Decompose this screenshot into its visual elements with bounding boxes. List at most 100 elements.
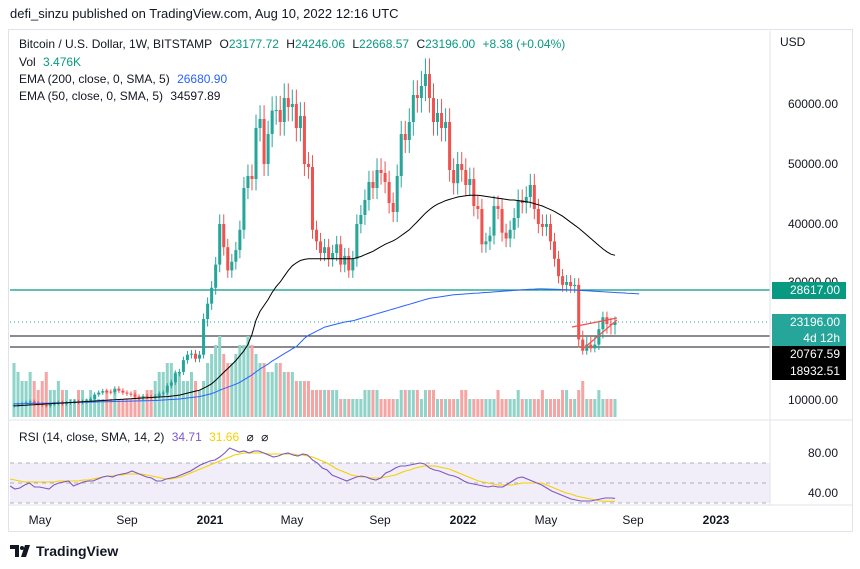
ema200-value: 26680.90 <box>177 72 228 86</box>
candle-body <box>460 164 464 170</box>
volume-bar <box>189 372 193 417</box>
candle-body <box>161 392 165 394</box>
tradingview-logo[interactable]: TradingView <box>10 543 118 559</box>
volume-bar <box>423 390 427 417</box>
ema-lines <box>13 194 640 407</box>
volume-bar <box>351 399 355 417</box>
volume-bar <box>246 336 250 417</box>
volume-bar <box>436 399 440 417</box>
candle-body <box>32 401 36 403</box>
candle-body <box>548 224 552 242</box>
volume-bar <box>496 390 500 417</box>
volume-bar <box>359 399 363 417</box>
candle-body <box>113 388 117 393</box>
rsi-na-2: ⌀ <box>261 430 269 444</box>
time-axis-label: 2021 <box>197 513 224 527</box>
level-20767-box: 20767.59 <box>772 346 846 363</box>
ohlc-change: +8.38 (+0.04%) <box>482 37 566 51</box>
candle-body <box>613 322 617 326</box>
ohlc-open-value: 23177.72 <box>228 37 279 51</box>
volume-label: Vol <box>19 55 36 69</box>
volume-bar <box>472 399 476 417</box>
time-axis-label: May <box>535 513 558 527</box>
candle-body <box>577 284 581 340</box>
volume-bar <box>294 381 298 417</box>
ema50-value: 34597.89 <box>170 89 221 103</box>
candle-body <box>101 391 105 393</box>
volume-bar <box>210 354 214 417</box>
rsi-legend[interactable]: RSI (14, close, SMA, 14, 2) 34.71 31.66 … <box>19 430 272 444</box>
volume-legend[interactable]: Vol 3.476K <box>19 55 85 69</box>
candle-body <box>528 185 532 197</box>
candle-body <box>254 128 258 179</box>
candle-body <box>500 209 504 233</box>
ema50-label: EMA (50, close, 0, SMA, 5) <box>19 89 164 103</box>
volume-bar <box>169 363 173 417</box>
volume-bar <box>202 381 206 417</box>
wedge-pattern <box>571 317 618 349</box>
candle-body <box>456 164 460 184</box>
candle-body <box>391 203 395 212</box>
volume-bar <box>290 372 294 417</box>
candle-body <box>125 392 129 394</box>
candle-body <box>488 235 492 242</box>
volume-bar <box>274 363 278 417</box>
candle-body <box>262 119 266 164</box>
candle-body <box>24 402 28 404</box>
volume-bar <box>601 399 605 417</box>
level-28617-box: 28617.00 <box>772 282 846 299</box>
candle-body <box>573 284 577 287</box>
candle-body <box>407 122 411 140</box>
candle-body <box>431 98 436 122</box>
candle-body <box>544 224 548 227</box>
candle-body <box>331 253 335 259</box>
candle-body <box>266 134 270 164</box>
volume-bar <box>262 363 266 417</box>
volume-bar <box>444 399 448 417</box>
candle-body <box>355 224 359 259</box>
candle-body <box>403 134 407 140</box>
volume-bar <box>20 381 24 417</box>
volume-bar <box>129 399 133 417</box>
candle-body <box>286 98 290 107</box>
volume-bar <box>206 363 210 417</box>
candle-body <box>48 404 52 406</box>
candle-body <box>173 373 177 383</box>
volume-bar <box>589 399 593 417</box>
candle-body <box>137 396 141 399</box>
candle-body <box>476 206 480 209</box>
volume-bar <box>544 399 548 417</box>
candle-body <box>129 393 133 395</box>
symbol-legend[interactable]: Bitcoin / U.S. Dollar, 1W, BITSTAMP O231… <box>19 37 569 51</box>
volume-bar <box>460 390 464 417</box>
volume-bar <box>40 381 44 417</box>
candle-body <box>363 200 367 215</box>
ema200-legend[interactable]: EMA (200, close, 0, SMA, 5) 26680.90 <box>19 72 231 86</box>
price-axis-label: 10000.00 <box>788 393 838 407</box>
symbol-title[interactable]: Bitcoin / U.S. Dollar, 1W, BITSTAMP <box>19 37 213 51</box>
ohlc-open-label: O <box>219 37 229 51</box>
volume-bar <box>532 399 536 417</box>
candle-body <box>552 241 557 259</box>
candle-body <box>246 176 250 188</box>
time-axis-label: May <box>281 513 304 527</box>
candle-body <box>258 119 262 128</box>
candle-body <box>250 176 254 179</box>
volume-bar <box>278 363 282 417</box>
volume-bar <box>306 381 310 417</box>
ema50-legend[interactable]: EMA (50, close, 0, SMA, 5) 34597.89 <box>19 89 224 103</box>
volume-bar <box>250 345 254 417</box>
candle-body <box>593 344 597 349</box>
ohlc-low-value: 22668.57 <box>359 37 410 51</box>
volume-bar <box>97 399 101 417</box>
volume-bar <box>254 354 258 417</box>
volume-bar <box>573 399 577 417</box>
tradingview-logo-text: TradingView <box>36 543 119 559</box>
volume-bar <box>214 345 218 417</box>
volume-bar <box>468 399 472 417</box>
volume-bar <box>480 399 484 417</box>
time-axis[interactable]: May Sep 2021 May Sep 2022 May Sep 2023 <box>29 513 730 527</box>
candle-body <box>436 113 440 122</box>
ohlc-high-label: H <box>286 37 295 51</box>
